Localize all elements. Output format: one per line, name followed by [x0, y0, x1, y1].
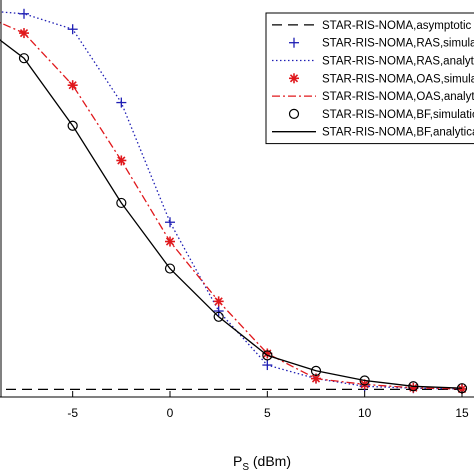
- x-tick-label: 5: [264, 406, 271, 420]
- legend-label: STAR-RIS-NOMA,OAS,analytical: [322, 91, 474, 103]
- legend-label: STAR-RIS-NOMA,RAS,simulation: [322, 38, 474, 50]
- legend-item: STAR-RIS-NOMA,BF,analytical: [272, 127, 474, 139]
- data-point-plus: [213, 306, 224, 317]
- data-point-star: [289, 73, 299, 84]
- series-layer: [0, 8, 468, 394]
- legend-item: STAR-RIS-NOMA,OAS,analytical: [272, 91, 474, 103]
- data-point-plus: [289, 37, 299, 48]
- data-point-circle: [164, 263, 176, 274]
- star-spoke: [68, 81, 77, 90]
- data-point-circle: [116, 197, 127, 209]
- legend-label: STAR-RIS-NOMA,BF,simulation: [322, 109, 474, 121]
- legend: STAR-RIS-NOMA,asymptotic STAR-RIS-NOMA,RA…: [265, 12, 474, 145]
- x-axis-label-sub: S: [242, 462, 249, 473]
- x-tick-label: -5: [67, 406, 78, 420]
- legend-label: STAR-RIS-NOMA,asymptotic: [322, 20, 472, 32]
- x-axis-label: PS (dBm): [233, 453, 291, 473]
- legend-label: STAR-RIS-NOMA,RAS,analytical: [322, 56, 474, 68]
- legend-item: STAR-RIS-NOMA,RAS,analytical: [272, 56, 474, 68]
- data-point-plus: [165, 217, 175, 228]
- x-tick-label: 15: [455, 406, 469, 420]
- series-line: [0, 39, 463, 389]
- x-axis-label-main: P: [233, 453, 242, 469]
- series-6: [0, 39, 463, 389]
- x-tick-label: 0: [167, 406, 174, 420]
- data-point-circle: [262, 350, 273, 361]
- legend-item: STAR-RIS-NOMA,RAS,simulation: [289, 37, 474, 50]
- data-point-circle: [288, 108, 300, 120]
- star-spoke: [289, 74, 299, 83]
- x-axis-label-unit: (dBm): [249, 453, 291, 469]
- data-point-circle: [67, 120, 78, 131]
- legend-item: STAR-RIS-NOMA,OAS,simulation: [289, 73, 474, 85]
- data-point-plus: [19, 8, 29, 19]
- data-point-circle: [18, 53, 30, 64]
- data-point-circle: [310, 365, 322, 376]
- data-point-circle: [213, 311, 224, 322]
- legend-label: STAR-RIS-NOMA,OAS,simulation: [322, 73, 474, 85]
- data-point-star: [67, 80, 78, 91]
- x-tick-label: 10: [358, 406, 372, 420]
- legend-item: STAR-RIS-NOMA,asymptotic: [272, 20, 472, 32]
- legend-item: STAR-RIS-NOMA,BF,simulation: [288, 108, 474, 121]
- legend-box: [265, 12, 474, 145]
- legend-label: STAR-RIS-NOMA,BF,analytical: [322, 127, 474, 139]
